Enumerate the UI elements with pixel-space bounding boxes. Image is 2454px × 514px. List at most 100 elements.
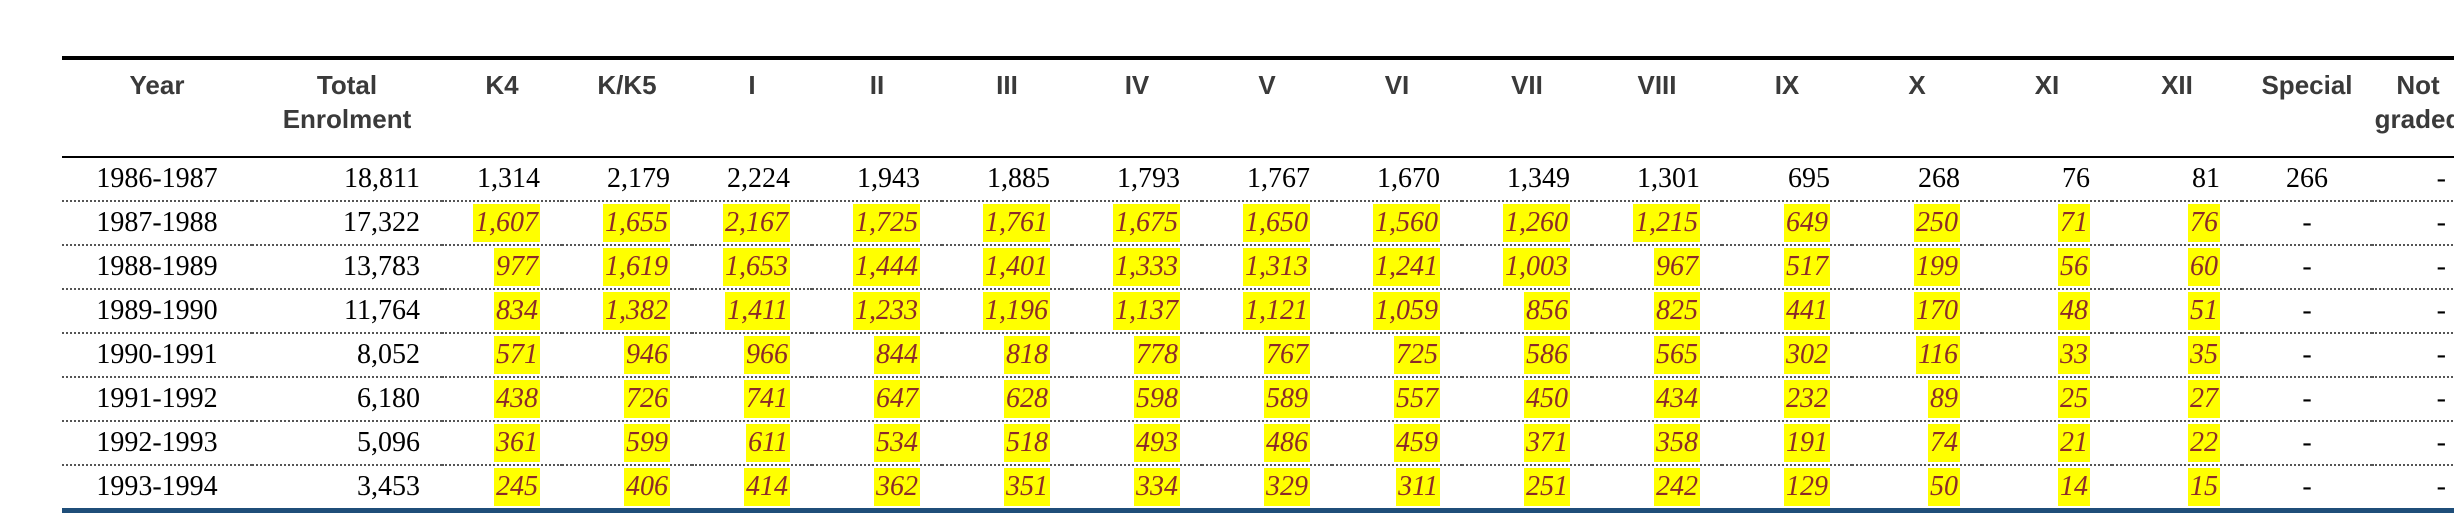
column-header-line1: Not [2396, 70, 2440, 100]
grade-cell: 1,401 [942, 245, 1072, 290]
grade-cell: 268 [1852, 157, 1982, 202]
highlighted-value: 726 [624, 380, 670, 418]
table-body: 1986-1987 18,811 1,314 2,179 2,224 1,943 1,885… [62, 157, 2454, 513]
highlighted-value: 1,607 [473, 204, 540, 242]
table-row: 1990-1991 8,052 571 946 966 844 818 778 767 725 58… [62, 333, 2454, 378]
column-header: Special [2242, 58, 2372, 157]
highlighted-value: 89 [1928, 380, 1960, 418]
highlighted-value: 966 [744, 336, 790, 374]
grade-cell: 1,196 [942, 289, 1072, 334]
highlighted-value: 1,137 [1113, 292, 1180, 330]
total-enrolment-cell: 6,180 [252, 377, 442, 422]
column-header-line1: K4 [485, 70, 519, 100]
special-cell: 266 [2242, 157, 2372, 202]
highlighted-value: 1,401 [983, 248, 1050, 286]
highlighted-value: 302 [1784, 336, 1830, 374]
highlighted-value: 1,444 [853, 248, 920, 286]
column-header: VII [1462, 58, 1592, 157]
highlighted-value: 76 [2188, 204, 2220, 242]
column-header-line1: XII [2161, 70, 2193, 100]
grade-cell: 1,767 [1202, 157, 1332, 202]
highlighted-value: 361 [494, 424, 540, 462]
grade-cell: 1,655 [562, 201, 692, 246]
highlighted-value: 1,233 [853, 292, 920, 330]
grade-cell: 74 [1852, 421, 1982, 466]
highlighted-value: 599 [624, 424, 670, 462]
column-header: XII [2112, 58, 2242, 157]
grade-cell: 1,003 [1462, 245, 1592, 290]
grade-cell: 1,943 [812, 157, 942, 202]
highlighted-value: 725 [1394, 336, 1440, 374]
highlighted-value: 586 [1524, 336, 1570, 374]
grade-cell: 825 [1592, 289, 1722, 334]
highlighted-value: 450 [1524, 380, 1570, 418]
grade-cell: 116 [1852, 333, 1982, 378]
grade-cell: 170 [1852, 289, 1982, 334]
grade-cell: 361 [442, 421, 562, 466]
year-cell: 1986-1987 [62, 157, 252, 202]
column-header-line2: graded [2374, 104, 2454, 134]
grade-cell: 1,607 [442, 201, 562, 246]
column-header: VI [1332, 58, 1462, 157]
highlighted-value: 1,059 [1373, 292, 1440, 330]
grade-cell: 21 [1982, 421, 2112, 466]
column-header: IX [1722, 58, 1852, 157]
not-graded-cell: - [2372, 245, 2454, 290]
highlighted-value: 534 [874, 424, 920, 462]
column-header-line2: Enrolment [282, 104, 412, 134]
grade-cell: 571 [442, 333, 562, 378]
highlighted-value: 647 [874, 380, 920, 418]
grade-cell: 1,349 [1462, 157, 1592, 202]
table-header: Year Total Enrolment K4 K/K5 I II III IV V VI VII VI… [62, 58, 2454, 157]
highlighted-value: 1,655 [603, 204, 670, 242]
highlighted-value: 170 [1914, 292, 1960, 330]
not-graded-cell: - [2372, 465, 2454, 513]
grade-cell: 2,167 [692, 201, 812, 246]
column-header: II [812, 58, 942, 157]
grade-cell: 557 [1332, 377, 1462, 422]
highlighted-value: 557 [1394, 380, 1440, 418]
highlighted-value: 199 [1914, 248, 1960, 286]
grade-cell: 191 [1722, 421, 1852, 466]
grade-cell: 628 [942, 377, 1072, 422]
grade-cell: 778 [1072, 333, 1202, 378]
column-header-line1: II [869, 70, 885, 100]
total-enrolment-cell: 17,322 [252, 201, 442, 246]
grade-cell: 250 [1852, 201, 1982, 246]
highlighted-value: 251 [1524, 468, 1570, 506]
total-enrolment-cell: 11,764 [252, 289, 442, 334]
year-cell: 1987-1988 [62, 201, 252, 246]
grade-cell: 586 [1462, 333, 1592, 378]
column-header: VIII [1592, 58, 1722, 157]
column-header: I [692, 58, 812, 157]
table-row: 1987-1988 17,322 1,607 1,655 2,167 1,725 1,761… [62, 201, 2454, 246]
special-cell: - [2242, 201, 2372, 246]
grade-cell: 406 [562, 465, 692, 513]
highlighted-value: 25 [2058, 380, 2090, 418]
grade-cell: 71 [1982, 201, 2112, 246]
grade-cell: 1,885 [942, 157, 1072, 202]
highlighted-value: 441 [1784, 292, 1830, 330]
table-row: 1992-1993 5,096 361 599 611 534 518 493 486 459 37… [62, 421, 2454, 466]
column-header: K4 [442, 58, 562, 157]
not-graded-cell: - [2372, 333, 2454, 378]
highlighted-value: 1,333 [1113, 248, 1180, 286]
highlighted-value: 1,215 [1633, 204, 1700, 242]
grade-cell: 726 [562, 377, 692, 422]
highlighted-value: 74 [1928, 424, 1960, 462]
grade-cell: 76 [2112, 201, 2242, 246]
highlighted-value: 1,650 [1243, 204, 1310, 242]
column-header: X [1852, 58, 1982, 157]
highlighted-value: 438 [494, 380, 540, 418]
highlighted-value: 1,619 [603, 248, 670, 286]
grade-cell: 48 [1982, 289, 2112, 334]
total-enrolment-cell: 8,052 [252, 333, 442, 378]
grade-cell: 844 [812, 333, 942, 378]
highlighted-value: 35 [2188, 336, 2220, 374]
total-enrolment-cell: 5,096 [252, 421, 442, 466]
grade-cell: 2,224 [692, 157, 812, 202]
grade-cell: 1,233 [812, 289, 942, 334]
grade-cell: 486 [1202, 421, 1332, 466]
column-header-line1: Year [129, 70, 185, 100]
grade-cell: 329 [1202, 465, 1332, 513]
